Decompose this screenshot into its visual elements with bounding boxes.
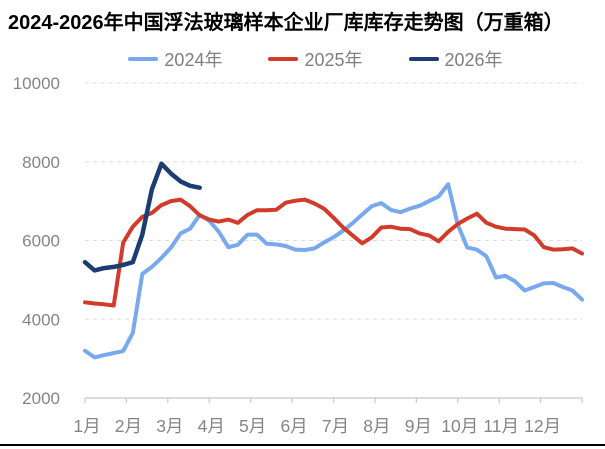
window-bottom-border: [0, 444, 605, 446]
x-axis-label-9: 9月: [405, 416, 432, 436]
legend-swatch-2024-icon: [128, 56, 159, 62]
y-axis-label-10000: 10000: [13, 74, 60, 93]
x-axis-label-4: 4月: [198, 416, 225, 436]
series-line-2024年: [83, 182, 584, 360]
x-axis-label-12: 12月: [524, 416, 561, 436]
legend-item-2025[interactable]: 2025年: [268, 46, 363, 72]
x-axis-label-8: 8月: [363, 416, 390, 436]
y-axis-label-2000: 2000: [22, 389, 60, 408]
x-axis-label-5: 5月: [239, 416, 266, 436]
legend-label-2024: 2024年: [164, 50, 223, 70]
x-axis-label-6: 6月: [280, 416, 307, 436]
x-axis-label-10: 10月: [441, 416, 478, 436]
y-axis-label-4000: 4000: [22, 310, 60, 329]
x-axis-label-2: 2月: [115, 416, 142, 436]
y-axis-label-8000: 8000: [22, 153, 60, 172]
x-axis-label-3: 3月: [156, 416, 183, 436]
x-axis-label-1: 1月: [73, 416, 100, 436]
chart-legend: 2024年 2025年 2026年: [0, 46, 605, 72]
legend-item-2024[interactable]: 2024年: [128, 46, 222, 72]
legend-item-2026[interactable]: 2026年: [408, 46, 503, 72]
series-line-2025年: [83, 197, 584, 308]
x-axis-label-11: 11月: [483, 416, 519, 436]
legend-label-2026: 2026年: [444, 50, 503, 70]
legend-label-2025: 2025年: [304, 50, 363, 70]
x-axis-label-7: 7月: [322, 416, 349, 436]
series-line-2026年: [82, 161, 202, 273]
y-axis-label-6000: 6000: [22, 232, 60, 251]
legend-swatch-2025-icon: [268, 56, 299, 62]
legend-swatch-2026-icon: [408, 56, 439, 62]
chart-title: 2024-2026年中国浮法玻璃样本企业厂库库存走势图（万重箱）: [8, 12, 564, 34]
